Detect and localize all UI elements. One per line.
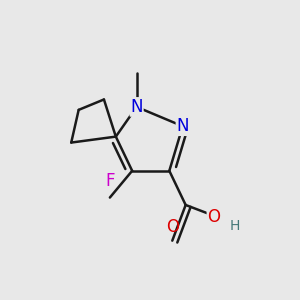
Text: N: N	[176, 117, 189, 135]
Text: N: N	[130, 98, 143, 116]
Text: F: F	[105, 172, 115, 190]
Text: O: O	[166, 218, 179, 236]
Text: H: H	[230, 219, 240, 233]
Text: O: O	[207, 208, 220, 226]
